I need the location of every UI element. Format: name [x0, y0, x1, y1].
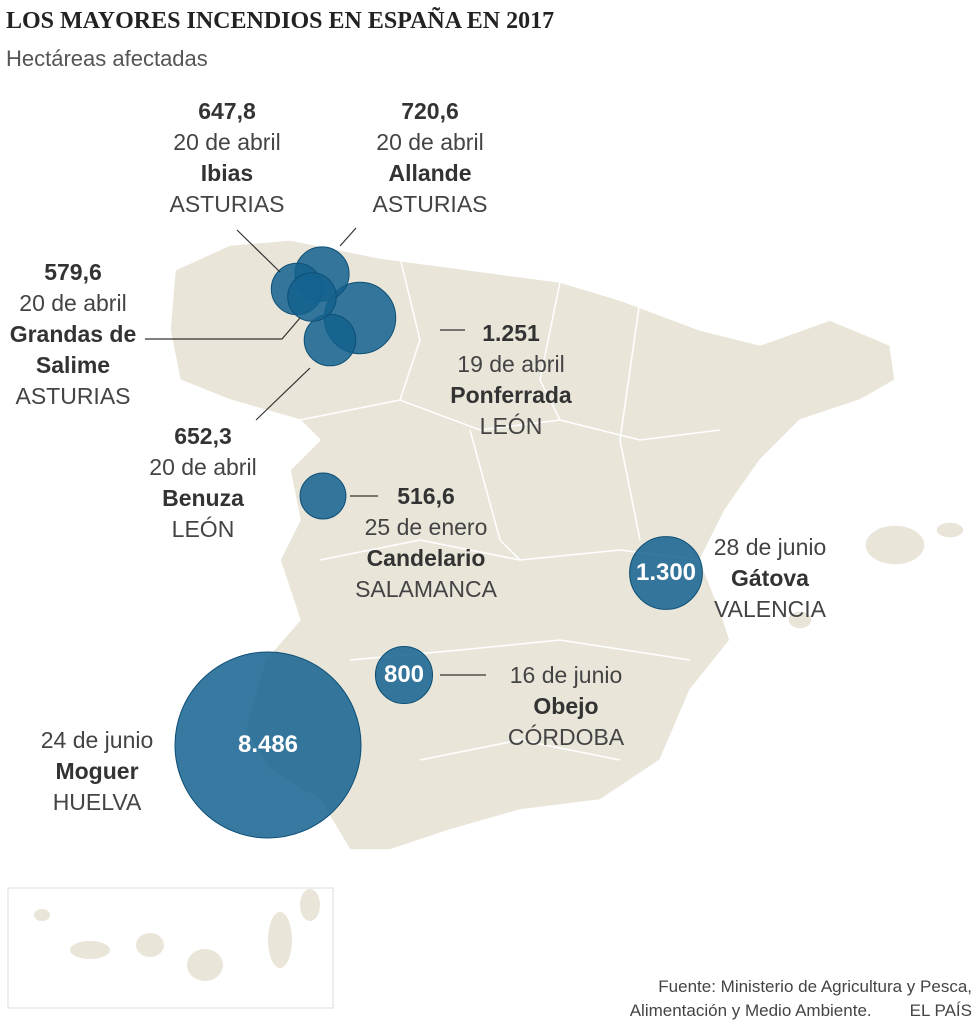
fire-date: 20 de abril	[173, 129, 281, 155]
fire-region: ASTURIAS	[169, 191, 285, 217]
fire-region: SALAMANCA	[355, 576, 497, 602]
fire-label: 579,6 20 de abril Grandas de Salime ASTURIA…	[0, 257, 148, 412]
fire-region: VALENCIA	[713, 596, 827, 622]
island	[864, 524, 926, 566]
fire-region: LEÓN	[171, 516, 235, 542]
fire-label: 28 de junio Gátova VALENCIA	[685, 532, 855, 625]
fire-place: Candelario	[366, 545, 486, 571]
fire-value: 579,6	[44, 259, 102, 285]
peninsula	[169, 239, 896, 851]
fire-value: 647,8	[198, 98, 256, 124]
fire-value: 516,6	[397, 483, 455, 509]
leader-line	[145, 317, 301, 340]
fire-region: ASTURIAS	[372, 191, 488, 217]
fire-date: 20 de abril	[19, 290, 127, 316]
fire-value: 1.251	[482, 320, 540, 346]
fire-label: 1.251 19 de abril Ponferrada LEÓN	[426, 318, 596, 442]
canary-islands	[34, 889, 320, 981]
fire-value: 800	[383, 661, 425, 688]
fire-bubble	[299, 472, 347, 520]
footer: Fuente: Ministerio de Agricultura y Pesc…	[630, 975, 972, 1023]
fire-region: LEÓN	[479, 413, 543, 439]
map-land	[169, 239, 965, 851]
fire-label: 16 de junio Obejo CÓRDOBA	[481, 660, 651, 753]
credit: EL PAÍS	[909, 1001, 972, 1020]
source-text: Alimentación y Medio Ambiente.	[629, 1001, 872, 1020]
source-line: Fuente: Ministerio de Agricultura y Pesc…	[658, 977, 972, 996]
fire-place: Grandas de Salime	[9, 321, 137, 378]
fire-label: 516,6 25 de enero Candelario SALAMANCA	[341, 481, 511, 605]
island	[935, 521, 965, 539]
fire-region: ASTURIAS	[15, 383, 131, 409]
fire-value: 652,3	[174, 423, 232, 449]
fire-place: Moguer	[55, 758, 139, 784]
fire-value: 1.300	[635, 559, 697, 586]
canary-inset	[7, 887, 334, 1009]
fire-place: Ibias	[200, 160, 254, 186]
fire-label: 652,3 20 de abril Benuza LEÓN	[118, 421, 288, 545]
fire-place: Gátova	[731, 565, 809, 591]
island	[787, 610, 813, 630]
fire-label: 24 de junio Moguer HUELVA	[12, 725, 182, 818]
borders	[299, 257, 721, 761]
fire-bubble	[303, 313, 357, 367]
fire-label: 647,8 20 de abril Ibias ASTURIAS	[142, 96, 312, 220]
fire-bubble	[287, 272, 337, 322]
fire-region: HUELVA	[52, 789, 142, 815]
title: LOS MAYORES INCENDIOS EN ESPAÑA EN 2017	[6, 8, 555, 34]
leader-line	[255, 367, 311, 421]
fire-region: CÓRDOBA	[507, 724, 625, 750]
subtitle: Hectáreas afectadas	[6, 46, 208, 71]
fire-bubble	[174, 651, 362, 839]
source-line: Alimentación y Medio Ambiente. EL PAÍS	[630, 999, 972, 1023]
fire-value: 720,6	[401, 98, 459, 124]
fire-date: 20 de abril	[149, 454, 257, 480]
fire-date: 28 de junio	[713, 534, 827, 560]
fire-value: 8.486	[237, 731, 299, 758]
fire-place: Obejo	[533, 693, 599, 719]
leader-line	[236, 229, 281, 273]
leader-line	[339, 227, 357, 247]
fire-place: Ponferrada	[450, 382, 572, 408]
fire-bubble	[629, 536, 703, 610]
fire-date: 25 de enero	[364, 514, 488, 540]
fire-date: 20 de abril	[376, 129, 484, 155]
fire-date: 19 de abril	[457, 351, 565, 377]
fire-date: 24 de junio	[40, 727, 154, 753]
fire-date: 16 de junio	[509, 662, 623, 688]
fire-place: Allande	[388, 160, 472, 186]
fire-label: 720,6 20 de abril Allande ASTURIAS	[345, 96, 515, 220]
fire-place: Benuza	[162, 485, 244, 511]
fire-bubble	[374, 645, 434, 705]
